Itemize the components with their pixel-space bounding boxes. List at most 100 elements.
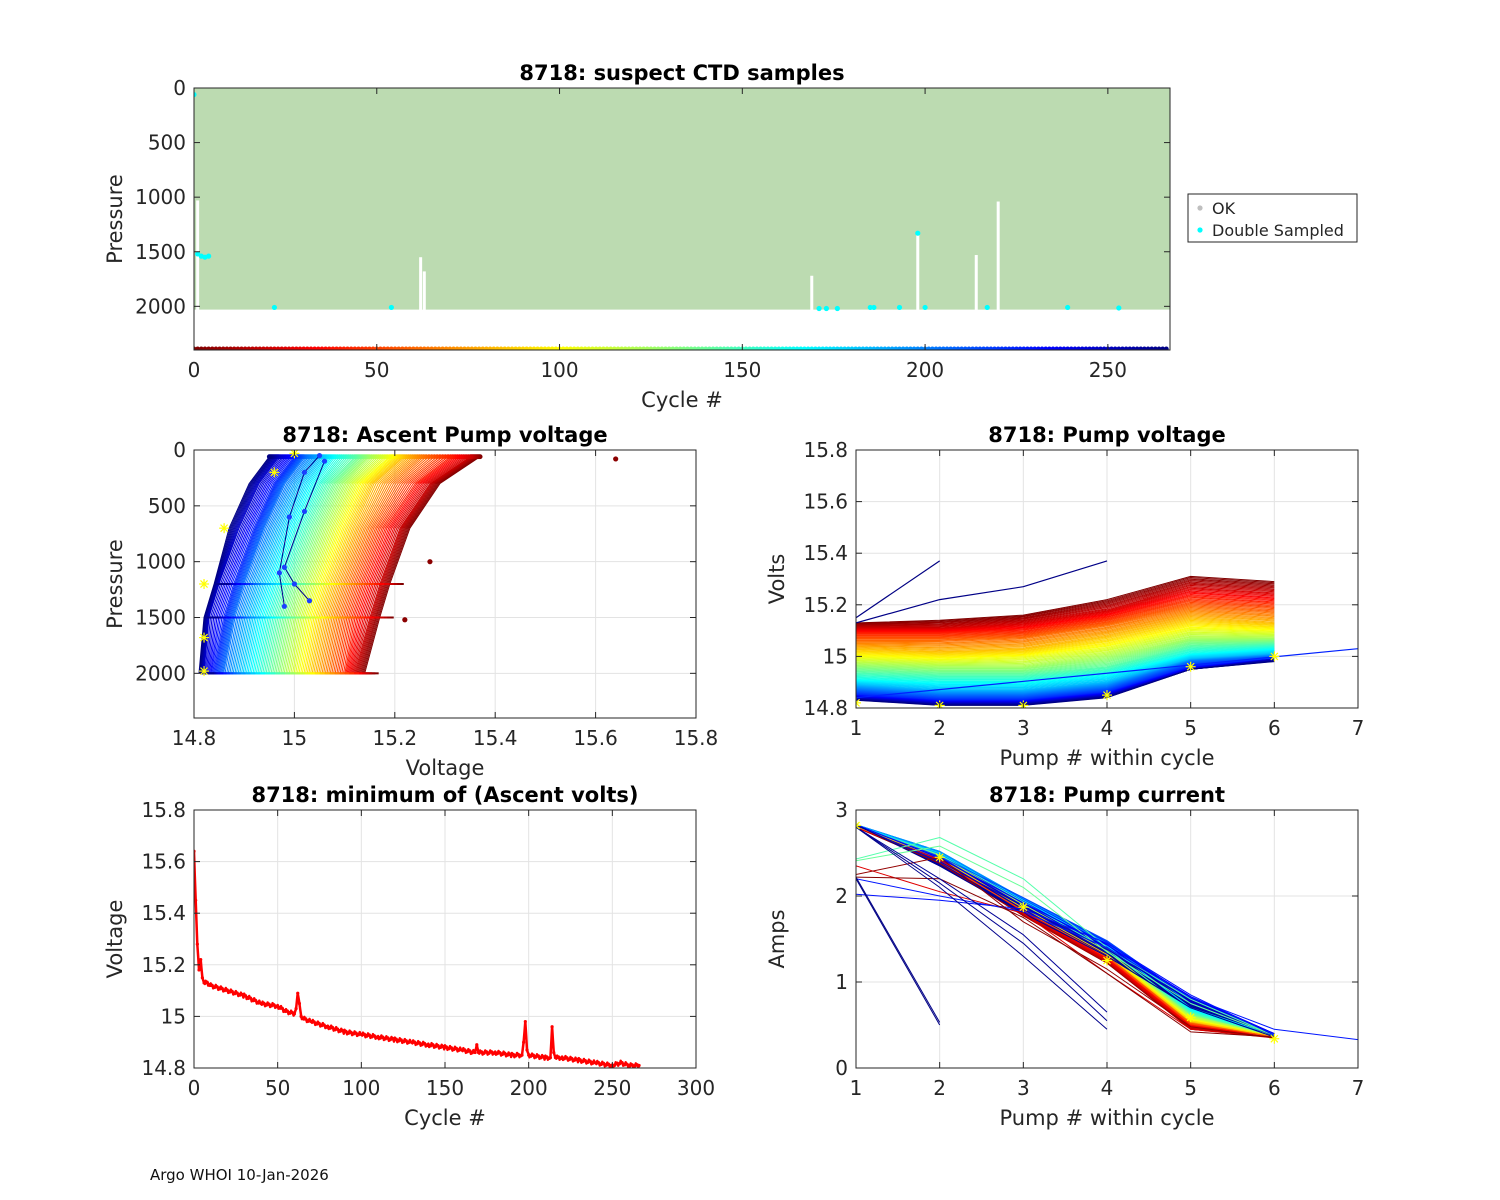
pump-voltage-line [856,641,1275,674]
pump-voltage-line [856,651,1275,688]
pump-voltage-line [856,606,1275,641]
pump-current-line [856,876,941,1023]
ascent-profile-line [296,456,388,674]
cycle-color-dot [908,346,913,350]
cycle-color-dot [813,346,818,350]
y-tick-label: 14.8 [803,696,848,720]
star-marker [1269,651,1280,662]
anomalous-profile-point [291,581,297,587]
y-tick-label: 500 [148,494,186,518]
min-volts-point [493,1050,497,1055]
cycle-color-dot [707,346,712,350]
min-volts-point [550,1025,554,1029]
cycle-color-dot [761,346,767,350]
cycle-color-dot [791,346,796,350]
x-axis-label: Pump # within cycle [1000,746,1215,770]
min-volts-point [460,1048,464,1052]
cycle-color-dot [399,346,405,350]
cycle-color-dot [509,346,515,350]
star-stroke [1186,662,1195,671]
cycle-color-dot [239,346,244,350]
cycle-color-dot [604,346,610,350]
cycle-color-dot [571,346,577,350]
ascent-profile-line [356,456,473,674]
cycle-color-dot [1065,346,1071,350]
min-volts-point [197,968,201,972]
cycle-color-dot [754,346,760,350]
cycle-color-dot [370,346,376,350]
star-marker [1018,902,1029,913]
ascent-profile-line [326,456,422,674]
cycle-color-dot [856,346,862,350]
pump-voltage-line [856,631,1275,663]
x-tick-label: 14.8 [172,726,217,750]
y-axis-label: Voltage [103,900,127,979]
cycle-color-dot [981,346,986,350]
cycle-color-dot [272,346,277,350]
cycle-color-dot [1101,346,1107,350]
pump-voltage-line [856,604,1275,640]
pump-voltage-line [856,610,1275,646]
cycle-color-dot [644,346,650,350]
cycle-color-dot [977,346,983,350]
ascent-profile-line [211,456,292,674]
star-marker [199,632,210,643]
x-tick-label: 200 [510,1076,548,1100]
x-tick-label: 15.8 [674,726,719,750]
pump-current-line [856,826,1108,1030]
ascent-profile-line [226,456,308,674]
cycle-color-dot [732,346,738,350]
legend-box [1187,193,1358,243]
ascent-profile-line [308,456,400,674]
cycle-color-dot [1156,346,1162,350]
double-sampled-point [816,305,822,312]
pump-voltage-line [856,644,1275,678]
cycle-color-dot [1160,346,1166,350]
min-volts-line [194,851,641,1068]
min-volts-point [200,976,204,980]
ascent-profile-line [321,456,416,674]
ascent-profile-line [305,456,397,674]
pump-voltage-line [856,633,1275,664]
cycle-color-dot [282,346,288,350]
ascent-profile-line [239,456,321,674]
ok-samples-band [194,88,1170,310]
cycle-color-dot [878,346,884,350]
cycle-color-dot [1149,346,1155,350]
star-stroke [200,580,208,588]
ascent-profile-line [363,456,480,674]
x-tick-label: 3 [1017,1076,1030,1100]
cycle-color-dot [334,346,339,350]
star-stroke [1019,903,1028,912]
ascent-profile-line [357,456,474,674]
double-sampled-point [984,304,990,311]
chart-title: 8718: minimum of (Ascent volts) [251,783,638,807]
cycle-color-dot [495,346,500,350]
ascent-profile-line [208,456,288,674]
cycle-color-dot [579,346,584,350]
double-sampled-point [194,91,197,98]
x-tick-label: 2 [933,1076,946,1100]
outlier-point [402,617,408,623]
star-stroke [1270,652,1279,661]
cycle-color-dot [882,346,888,350]
min-volts-point [627,1063,631,1068]
cycle-color-dot [940,346,946,350]
pump-voltage-line [856,639,1275,670]
min-volts-point [195,942,199,946]
cycle-color-dot [1090,346,1096,350]
cycle-color-dot [626,346,632,350]
cycle-color-dot [388,346,394,350]
cycle-color-dot [473,346,478,350]
ascent-profile-line [358,456,475,674]
pump-voltage-line [856,648,1275,683]
x-tick-label: 0 [188,1076,201,1100]
ascent-profile-line [319,456,414,674]
ascent-profile-line [292,456,381,674]
cycle-color-dot [253,346,259,350]
star-stroke [856,698,860,704]
cycle-color-dot [867,346,873,350]
min-volts-point [577,1058,581,1062]
ascent-profile-line [333,456,433,674]
